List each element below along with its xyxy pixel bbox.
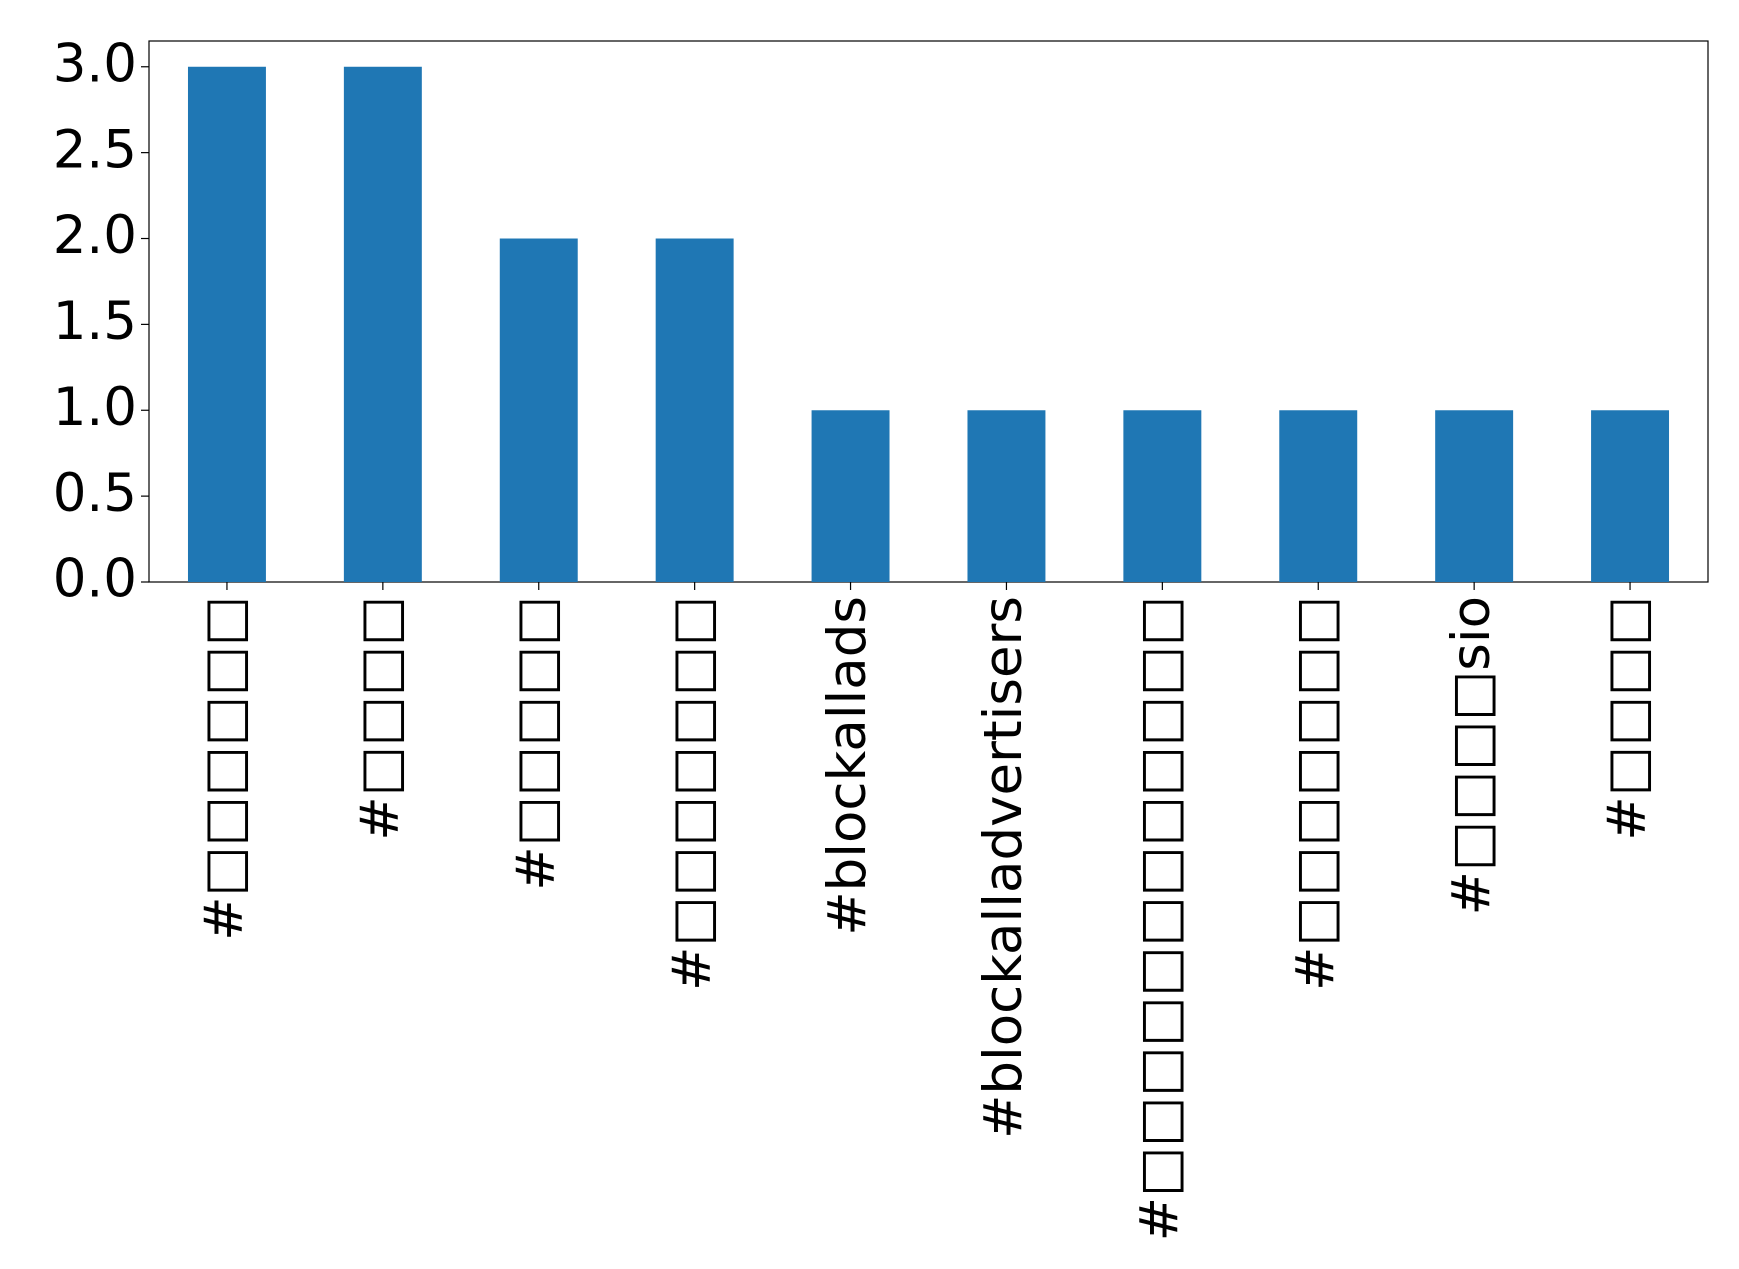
bar (1591, 410, 1670, 582)
x-tick-label: #□□□□□□□ (661, 596, 722, 991)
y-tick-label: 1.0 (53, 377, 137, 438)
y-tick-label: 2.0 (53, 205, 137, 266)
y-tick-label: 2.5 (53, 119, 137, 180)
bar (1435, 410, 1514, 582)
bar (1123, 410, 1202, 582)
x-tick-label: #□□□□ (349, 596, 410, 841)
plot-frame (148, 40, 1709, 583)
x-tick-label: #□□□□□ (505, 596, 566, 891)
x-tick-label: #□□□□ (1597, 596, 1658, 841)
bar (499, 238, 578, 582)
bar (967, 410, 1046, 582)
x-tick-label: #□□□□□□□□□□□□ (1129, 596, 1190, 1241)
y-tick-label: 0.5 (53, 463, 137, 524)
x-tick-label: #blockalladvertisers (973, 596, 1034, 1139)
bar (655, 238, 734, 582)
x-tick-label: #□□□□□□□ (1285, 596, 1346, 991)
bar (811, 410, 890, 582)
bar (187, 66, 266, 582)
bar (1279, 410, 1358, 582)
x-tick-label: #□□□□sio (1441, 596, 1502, 915)
x-tick-label: #blockallads (817, 596, 878, 936)
y-tick-label: 3.0 (53, 33, 137, 94)
x-tick-label: #□□□□□□ (194, 596, 255, 941)
y-tick-label: 1.5 (53, 291, 137, 352)
y-tick-label: 0.0 (53, 549, 137, 610)
bar (343, 66, 422, 582)
